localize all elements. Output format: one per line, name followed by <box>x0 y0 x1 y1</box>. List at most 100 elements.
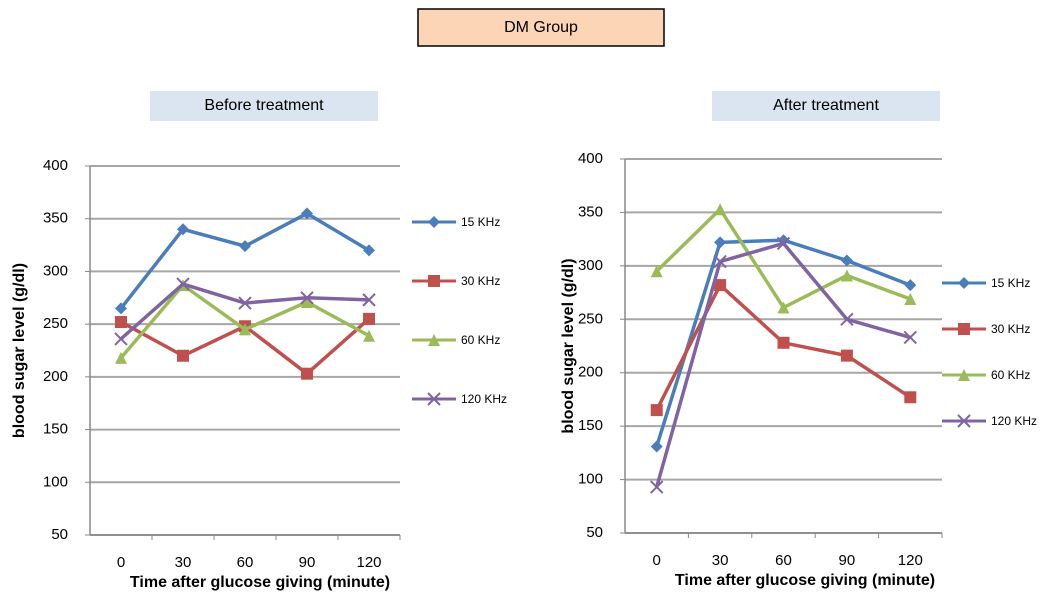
y-axis-label: blood sugar level (g/dl) <box>11 263 28 438</box>
marker <box>115 351 127 364</box>
legend-label: 120 KHz <box>461 392 507 406</box>
y-tick-label: 350 <box>43 210 68 227</box>
marker <box>840 349 853 362</box>
marker <box>363 244 375 257</box>
marker <box>362 293 376 307</box>
marker-stroke <box>957 414 971 428</box>
series-line <box>655 207 911 310</box>
marker-stroke <box>176 277 190 291</box>
x-tick-label: 90 <box>299 554 316 571</box>
marker <box>714 279 727 292</box>
legend-label: 15 KHz <box>461 215 500 229</box>
marker <box>650 265 663 278</box>
legend-marker <box>958 277 970 289</box>
legend-label: 30 KHz <box>461 274 500 288</box>
marker <box>238 296 252 310</box>
y-axis-label: blood sugar level (g/dl) <box>560 258 577 433</box>
marker <box>903 330 918 345</box>
x-tick-label: 90 <box>839 552 856 569</box>
marker <box>300 291 314 305</box>
legend-marker <box>428 216 440 228</box>
marker <box>714 236 727 249</box>
marker-stroke <box>903 330 918 345</box>
y-tick-label: 200 <box>578 364 603 381</box>
marker <box>115 316 127 329</box>
marker <box>115 302 127 315</box>
header-title: DM Group <box>504 19 578 36</box>
y-tick-label: 150 <box>43 421 68 438</box>
x-tick-label: 0 <box>117 554 125 571</box>
marker <box>840 269 853 282</box>
marker <box>363 312 375 325</box>
x-tick-label: 60 <box>775 552 792 569</box>
subtitle-box <box>150 91 378 121</box>
marker <box>650 404 663 417</box>
y-tick-label: 400 <box>578 150 603 167</box>
series-line <box>655 241 911 488</box>
marker-stroke <box>840 312 854 326</box>
marker <box>239 323 251 336</box>
y-tick-label: 200 <box>43 368 68 385</box>
x-tick-label: 120 <box>898 552 923 569</box>
legend-label: 15 KHz <box>991 276 1030 290</box>
marker-stroke <box>427 392 441 406</box>
marker-stroke <box>649 480 664 494</box>
marker <box>904 391 917 404</box>
marker <box>363 329 375 342</box>
marker <box>650 440 663 453</box>
x-tick-label: 120 <box>356 554 381 571</box>
x-tick-label: 30 <box>175 554 192 571</box>
y-tick-label: 300 <box>578 257 603 274</box>
legend-label: 60 KHz <box>991 368 1030 382</box>
y-tick-label: 350 <box>578 203 603 220</box>
marker <box>239 240 251 253</box>
marker <box>301 367 313 380</box>
chart-title: Before treatment <box>204 97 324 114</box>
marker-stroke <box>300 291 314 305</box>
marker <box>714 203 727 216</box>
marker <box>649 480 664 494</box>
legend-marker <box>958 323 970 335</box>
legend-marker <box>428 334 440 346</box>
y-tick-label: 150 <box>578 417 603 434</box>
marker-stroke <box>713 254 727 269</box>
series-line <box>119 211 370 310</box>
marker <box>777 336 790 349</box>
marker <box>301 296 313 309</box>
marker <box>840 312 854 326</box>
marker-stroke <box>238 296 252 310</box>
legend-label: 60 KHz <box>461 333 500 347</box>
x-tick-label: 0 <box>653 552 661 569</box>
subtitle-box <box>712 91 940 121</box>
legend-label: 30 KHz <box>991 322 1030 336</box>
legend-marker <box>428 275 440 287</box>
legend-marker <box>958 369 970 381</box>
legend-label: 120 KHz <box>991 414 1037 428</box>
marker <box>777 301 790 314</box>
marker <box>301 207 313 220</box>
marker <box>904 292 917 305</box>
marker <box>176 277 190 291</box>
x-axis-label: Time after glucose giving (minute) <box>130 574 390 591</box>
x-tick-label: 60 <box>237 554 254 571</box>
y-tick-label: 100 <box>578 471 603 488</box>
marker <box>776 236 791 251</box>
y-tick-label: 400 <box>43 157 68 174</box>
y-tick-label: 300 <box>43 262 68 279</box>
marker-stroke <box>362 293 376 307</box>
legend-marker <box>957 414 971 428</box>
marker <box>840 254 853 267</box>
marker-stroke <box>114 332 128 346</box>
y-tick-label: 250 <box>43 315 68 332</box>
marker <box>114 332 128 346</box>
x-tick-label: 30 <box>712 552 729 569</box>
y-tick-label: 100 <box>43 473 68 490</box>
y-tick-label: 50 <box>586 524 603 541</box>
x-axis-label: Time after glucose giving (minute) <box>675 572 935 589</box>
y-tick-label: 250 <box>578 310 603 327</box>
marker-stroke <box>776 236 791 251</box>
legend-marker <box>427 392 441 406</box>
y-tick-label: 50 <box>51 526 68 543</box>
chart-title: After treatment <box>773 97 879 114</box>
